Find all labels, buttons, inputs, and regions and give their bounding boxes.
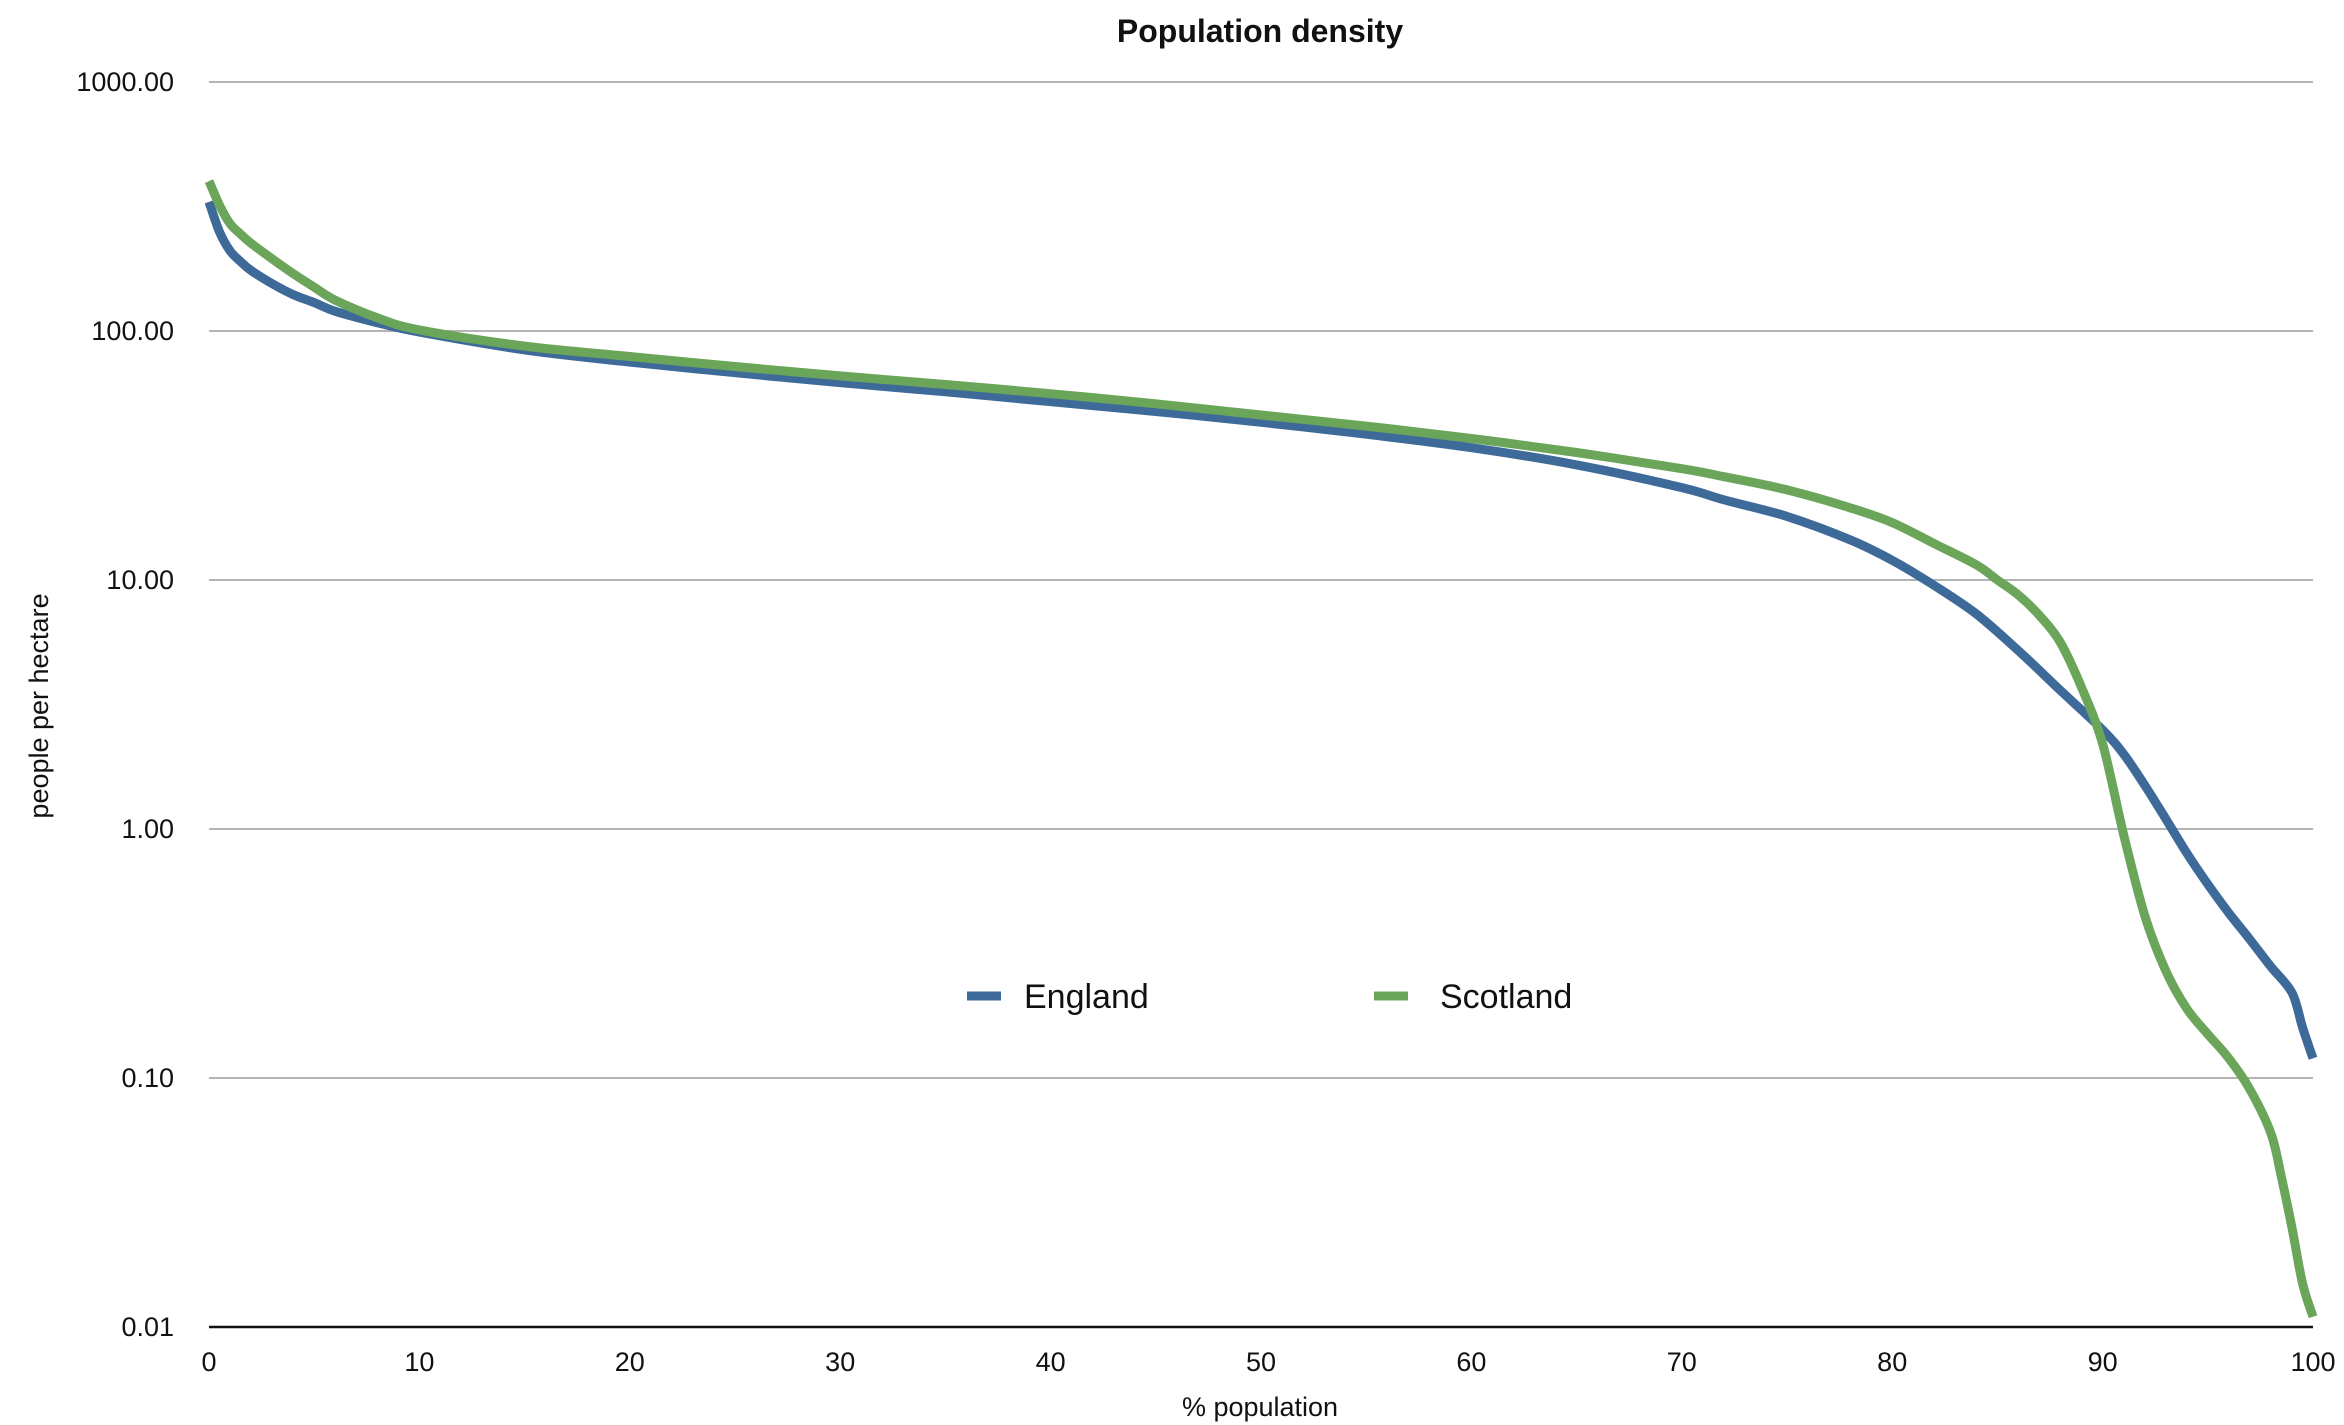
x-tick-label: 30 xyxy=(825,1347,855,1377)
y-axis-title: people per hectare xyxy=(24,593,54,818)
x-tick-label: 70 xyxy=(1667,1347,1697,1377)
series-line-england xyxy=(204,200,2318,1060)
y-tick-label: 0.10 xyxy=(121,1063,174,1093)
x-axis-title: % population xyxy=(1182,1392,1338,1422)
y-tick-label: 0.01 xyxy=(121,1312,174,1342)
legend-label-scotland: Scotland xyxy=(1440,978,1572,1016)
series-lines xyxy=(204,179,2318,1319)
x-tick-label: 0 xyxy=(201,1347,216,1377)
series-line-scotland xyxy=(204,179,2318,1319)
x-tick-label: 20 xyxy=(615,1347,645,1377)
y-tick-label: 100.00 xyxy=(91,316,174,346)
y-tick-label: 1000.00 xyxy=(76,67,174,97)
x-tick-label: 100 xyxy=(2290,1347,2335,1377)
x-tick-label: 60 xyxy=(1456,1347,1486,1377)
y-axis-tick-labels: 1000.00 100.00 10.00 1.00 0.10 0.01 xyxy=(76,67,174,1342)
y-tick-label: 10.00 xyxy=(106,565,174,595)
chart-title: Population density xyxy=(1117,13,1403,49)
x-tick-label: 80 xyxy=(1877,1347,1907,1377)
x-tick-label: 90 xyxy=(2088,1347,2118,1377)
x-axis-tick-labels: 0 10 20 30 40 50 60 70 80 90 100 xyxy=(201,1347,2335,1377)
y-tick-label: 1.00 xyxy=(121,814,174,844)
x-tick-label: 50 xyxy=(1246,1347,1276,1377)
gridlines xyxy=(209,81,2313,1079)
x-tick-label: 40 xyxy=(1036,1347,1066,1377)
legend-label-england: England xyxy=(1024,978,1149,1016)
x-tick-label: 10 xyxy=(404,1347,434,1377)
legend: England Scotland xyxy=(967,978,1572,1016)
